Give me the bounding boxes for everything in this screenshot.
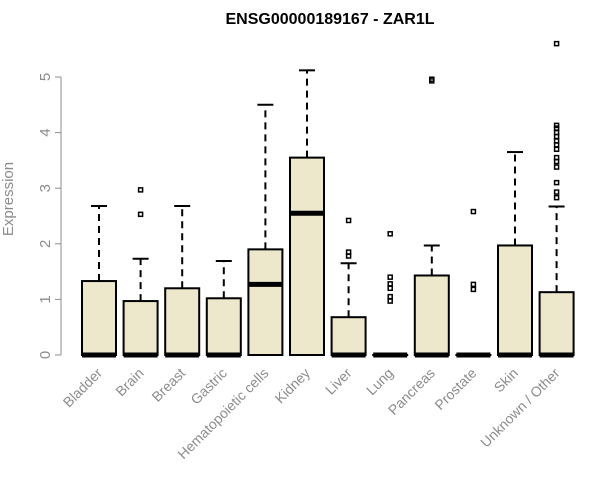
y-tick-label: 0: [37, 351, 54, 359]
outlier-point: [345, 217, 352, 224]
box-iqr: [122, 300, 159, 356]
boxes-group: [81, 40, 575, 358]
x-tick-label: Unknown / Other: [477, 365, 563, 451]
box-unknown-other: [538, 40, 575, 358]
outlier-point: [553, 125, 560, 131]
outlier-point: [470, 281, 477, 288]
outlier-point: [387, 281, 393, 287]
box-iqr: [497, 244, 533, 356]
y-axis-label: Expression: [0, 162, 17, 236]
box-hematopoietic-cells: [247, 103, 284, 356]
outlier-point: [429, 76, 435, 82]
x-tick-label: Breast: [148, 365, 188, 405]
box-skin: [497, 151, 533, 358]
y-tick-label: 5: [37, 73, 54, 81]
outlier-point: [470, 208, 477, 215]
y-tick-label: 4: [37, 128, 54, 136]
outlier-point: [470, 286, 477, 293]
x-tick-label: Prostate: [431, 365, 479, 413]
outlier-point: [137, 211, 144, 218]
outlier-point: [553, 189, 560, 195]
x-tick-label: Liver: [322, 365, 355, 398]
x-tick-label: Bladder: [60, 365, 106, 411]
box-iqr: [164, 287, 201, 356]
box-brain: [122, 187, 159, 358]
box-pancreas: [413, 76, 450, 358]
box-bladder: [81, 204, 117, 358]
x-tick-label: Lung: [363, 365, 396, 398]
outlier-point: [137, 187, 144, 193]
outlier-point: [553, 154, 560, 161]
box-iqr: [289, 156, 325, 356]
outlier-point: [553, 138, 560, 144]
box-liver: [330, 217, 367, 358]
y-tick-label: 2: [37, 240, 54, 248]
outlier-point: [553, 179, 560, 186]
box-iqr: [538, 291, 575, 356]
y-axis: 0 1 2 3 4 5: [37, 73, 62, 359]
outlier-point: [553, 146, 560, 153]
box-breast: [164, 204, 201, 358]
box-kidney: [289, 69, 325, 356]
box-iqr: [81, 280, 117, 356]
y-tick-label: 3: [37, 184, 54, 192]
chart-title: ENSG00000189167 - ZAR1L: [226, 11, 435, 28]
outlier-point: [553, 40, 560, 47]
box-gastric: [205, 260, 242, 358]
outlier-point: [553, 194, 560, 201]
box-prostate: [455, 208, 492, 358]
outlier-point: [387, 274, 393, 280]
outlier-point: [387, 231, 393, 237]
outlier-point: [387, 298, 393, 304]
box-iqr: [205, 297, 242, 356]
x-tick-label: Skin: [491, 365, 522, 396]
x-tick-label: Kidney: [272, 365, 314, 407]
box-iqr: [247, 248, 284, 356]
x-tick-label: Brain: [112, 365, 146, 399]
y-tick-label: 1: [37, 295, 54, 303]
box-iqr: [330, 316, 367, 356]
outlier-point: [553, 122, 560, 129]
outlier-point: [553, 164, 560, 170]
box-lung: [372, 231, 409, 358]
outlier-point: [345, 249, 352, 255]
outlier-point: [553, 129, 560, 136]
outlier-point: [387, 285, 393, 292]
outlier-point: [387, 293, 393, 300]
box-iqr: [413, 274, 450, 357]
